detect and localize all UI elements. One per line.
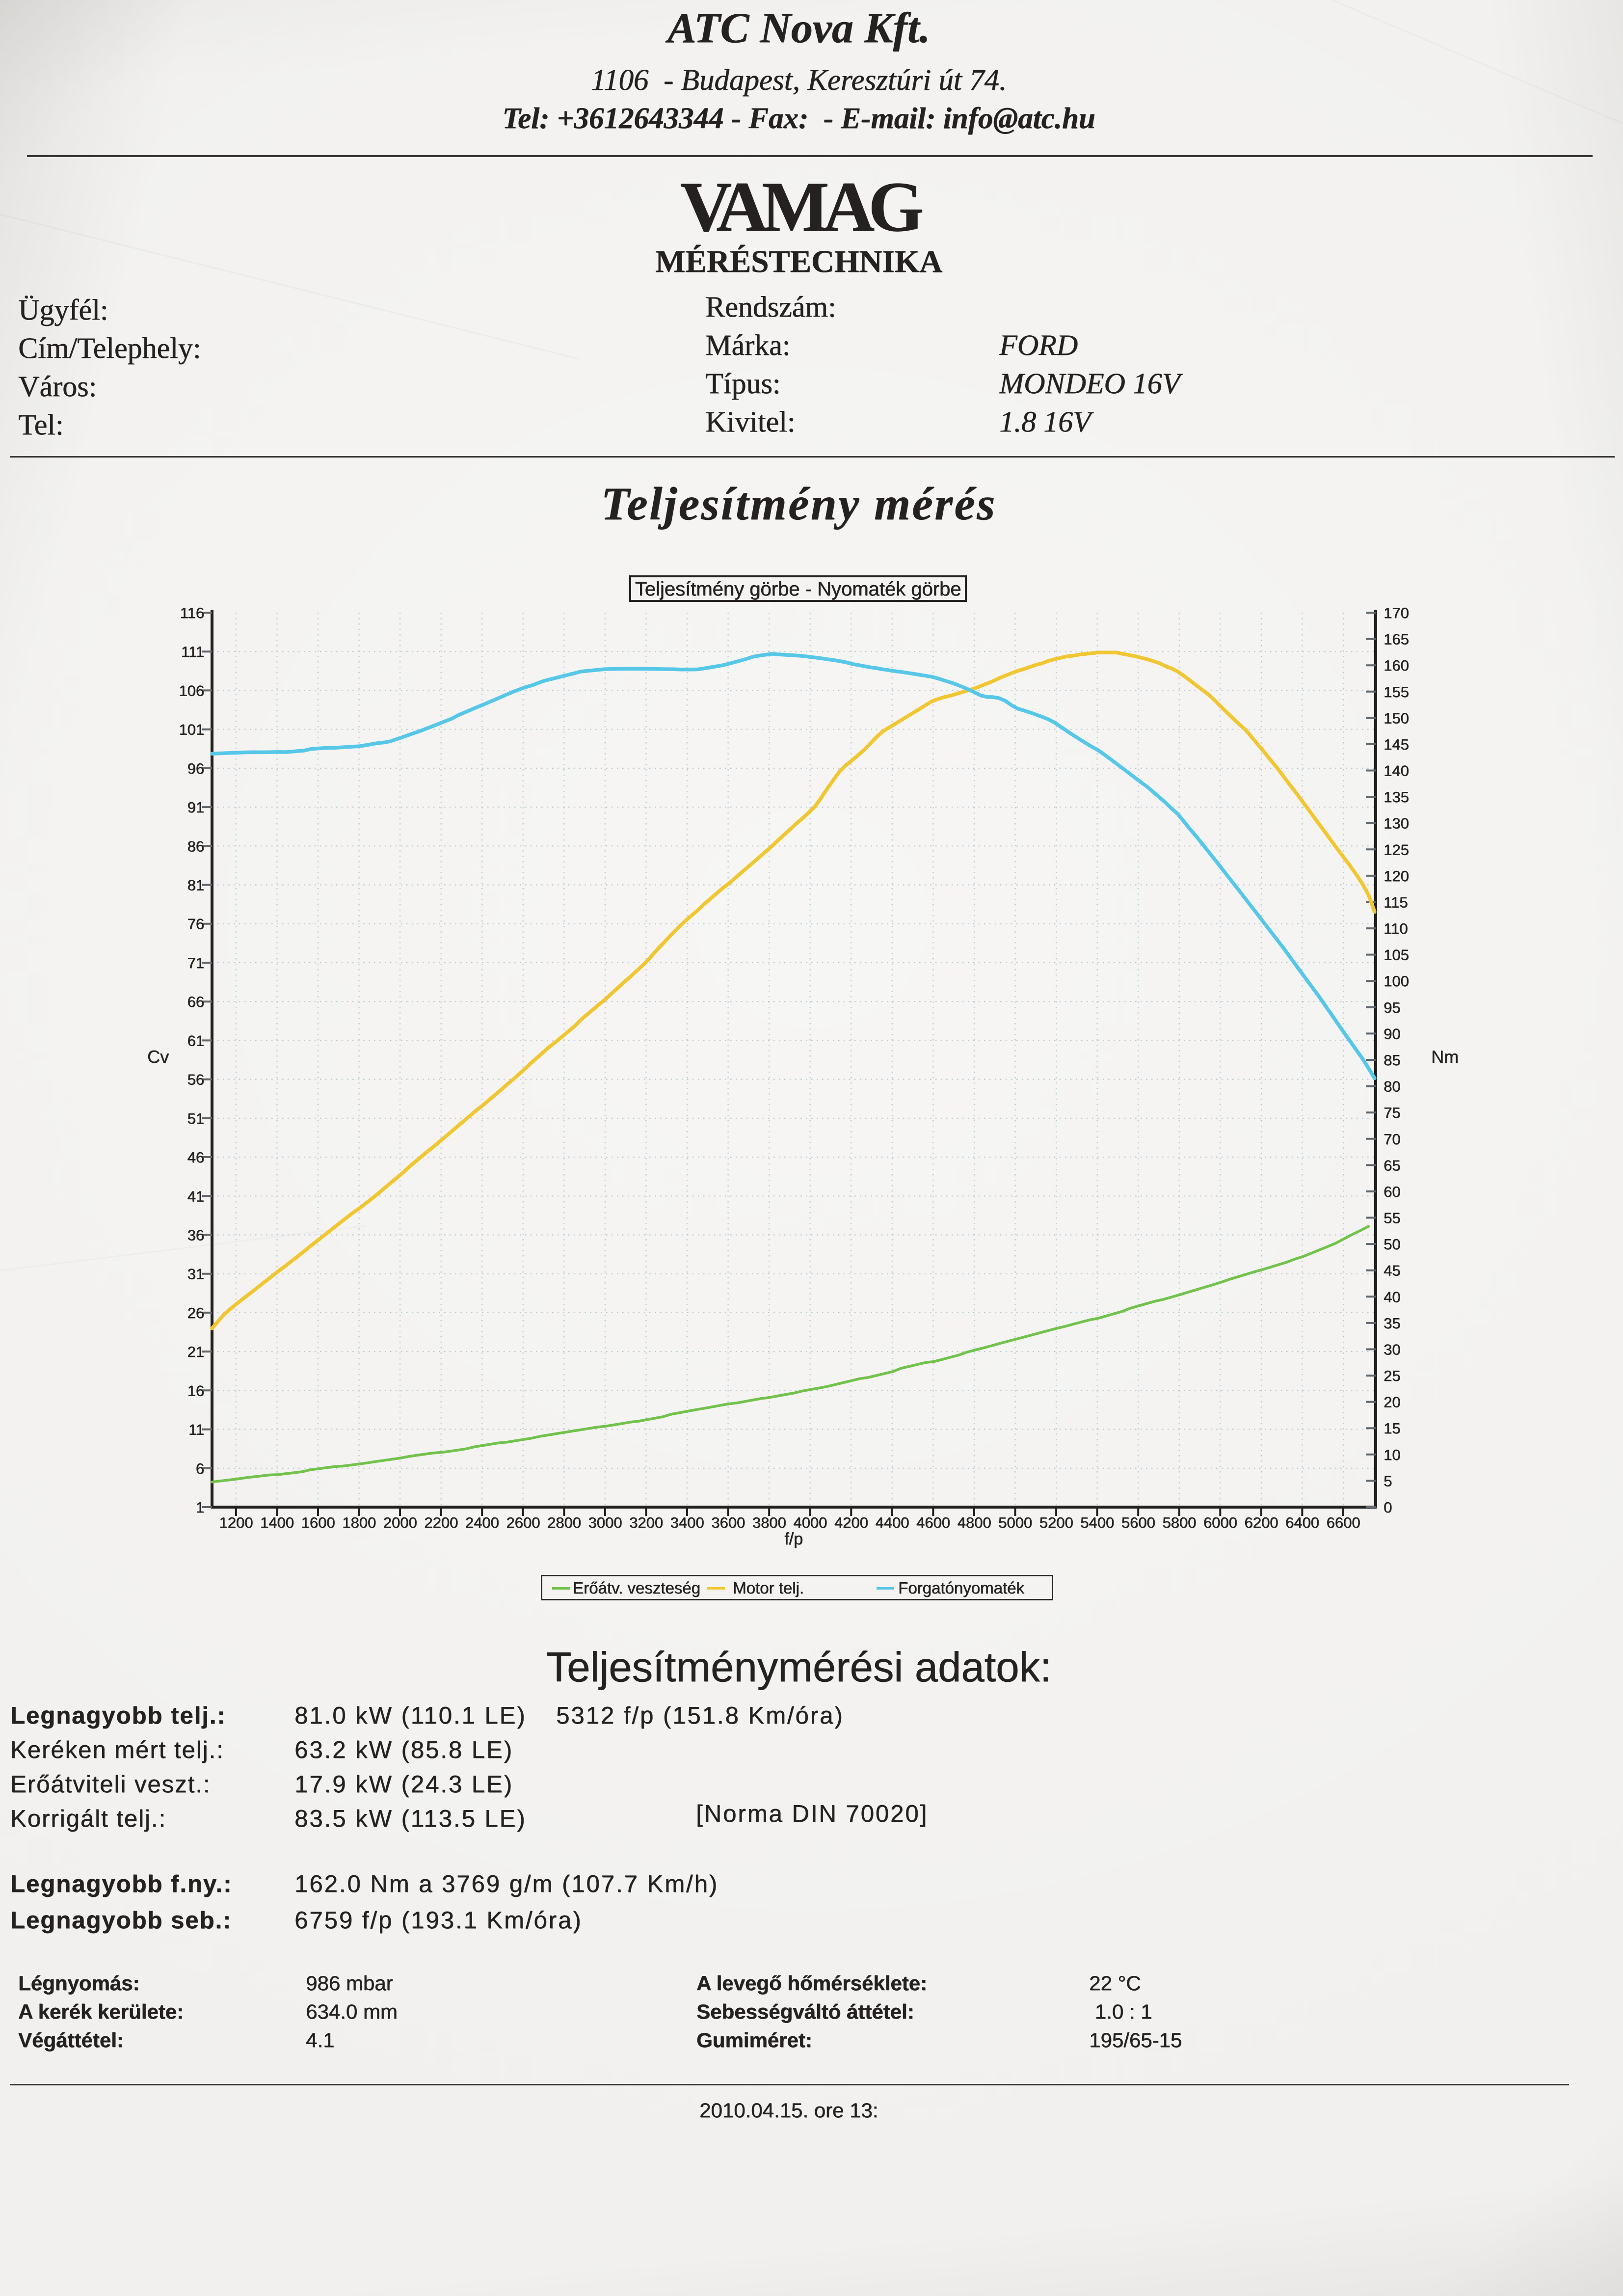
svg-text:31: 31: [187, 1266, 204, 1283]
svg-text:160: 160: [1384, 657, 1409, 674]
svg-text:55: 55: [1384, 1210, 1400, 1227]
svg-text:4600: 4600: [916, 1514, 950, 1531]
svg-text:2600: 2600: [506, 1514, 540, 1531]
svg-text:3000: 3000: [588, 1514, 622, 1531]
svg-text:80: 80: [1384, 1078, 1400, 1095]
svg-text:1800: 1800: [342, 1514, 376, 1531]
svg-text:140: 140: [1384, 762, 1409, 780]
svg-text:120: 120: [1384, 867, 1409, 885]
svg-text:6600: 6600: [1327, 1514, 1360, 1531]
svg-text:10: 10: [1384, 1446, 1400, 1463]
svg-text:4200: 4200: [834, 1514, 868, 1531]
svg-text:4400: 4400: [875, 1514, 909, 1531]
svg-text:130: 130: [1384, 815, 1409, 832]
svg-text:f/p: f/p: [784, 1530, 803, 1548]
svg-text:4800: 4800: [958, 1514, 991, 1531]
svg-text:135: 135: [1384, 788, 1409, 806]
svg-text:Cv: Cv: [147, 1047, 169, 1067]
svg-text:96: 96: [187, 760, 204, 777]
svg-text:70: 70: [1384, 1131, 1400, 1148]
svg-text:56: 56: [187, 1071, 204, 1088]
svg-text:16: 16: [187, 1382, 204, 1399]
svg-text:101: 101: [179, 721, 204, 738]
svg-text:86: 86: [187, 837, 204, 855]
svg-text:170: 170: [1384, 604, 1409, 621]
svg-text:3200: 3200: [629, 1514, 663, 1531]
svg-text:5800: 5800: [1162, 1514, 1196, 1531]
svg-text:66: 66: [187, 993, 204, 1010]
svg-text:40: 40: [1384, 1288, 1400, 1305]
svg-text:2800: 2800: [547, 1514, 581, 1531]
svg-text:30: 30: [1384, 1341, 1400, 1358]
svg-text:20: 20: [1384, 1394, 1400, 1411]
svg-text:51: 51: [187, 1110, 204, 1127]
svg-text:45: 45: [1384, 1262, 1400, 1279]
svg-text:91: 91: [187, 799, 204, 816]
svg-text:46: 46: [187, 1149, 204, 1166]
svg-text:4000: 4000: [793, 1514, 827, 1531]
svg-text:60: 60: [1384, 1183, 1400, 1200]
svg-text:90: 90: [1384, 1025, 1400, 1042]
svg-text:2200: 2200: [424, 1514, 458, 1531]
svg-text:75: 75: [1384, 1104, 1400, 1121]
svg-text:5: 5: [1384, 1472, 1392, 1489]
svg-text:125: 125: [1384, 841, 1409, 858]
svg-text:150: 150: [1384, 709, 1409, 727]
svg-text:85: 85: [1384, 1052, 1400, 1069]
svg-text:5400: 5400: [1080, 1514, 1114, 1531]
svg-text:105: 105: [1384, 946, 1409, 964]
svg-text:6000: 6000: [1203, 1514, 1237, 1531]
svg-text:65: 65: [1384, 1157, 1400, 1174]
svg-text:5600: 5600: [1121, 1514, 1155, 1531]
svg-text:115: 115: [1384, 894, 1408, 911]
svg-text:1200: 1200: [219, 1514, 253, 1531]
svg-text:1400: 1400: [260, 1514, 294, 1531]
svg-text:35: 35: [1384, 1315, 1400, 1332]
svg-text:36: 36: [187, 1227, 204, 1244]
svg-text:1: 1: [196, 1499, 204, 1516]
svg-text:11: 11: [188, 1421, 204, 1438]
svg-text:110: 110: [1384, 920, 1408, 937]
svg-text:5000: 5000: [998, 1514, 1032, 1531]
svg-text:50: 50: [1384, 1236, 1400, 1253]
svg-text:95: 95: [1384, 999, 1400, 1016]
svg-text:6: 6: [196, 1460, 204, 1477]
svg-text:3800: 3800: [752, 1514, 786, 1531]
svg-text:6200: 6200: [1244, 1514, 1278, 1531]
svg-text:76: 76: [187, 916, 204, 933]
svg-text:155: 155: [1384, 683, 1409, 701]
svg-text:165: 165: [1384, 631, 1409, 648]
svg-text:3400: 3400: [670, 1514, 704, 1531]
svg-text:3600: 3600: [711, 1514, 745, 1531]
svg-text:145: 145: [1384, 736, 1409, 753]
svg-text:Nm: Nm: [1431, 1047, 1459, 1067]
svg-text:111: 111: [181, 643, 204, 660]
svg-text:41: 41: [187, 1188, 204, 1205]
svg-text:6400: 6400: [1285, 1514, 1319, 1531]
svg-text:116: 116: [180, 604, 204, 621]
svg-text:2400: 2400: [465, 1514, 499, 1531]
svg-text:71: 71: [187, 954, 204, 972]
svg-text:21: 21: [187, 1343, 204, 1360]
svg-text:2000: 2000: [383, 1514, 417, 1531]
svg-text:26: 26: [187, 1304, 204, 1322]
svg-text:0: 0: [1384, 1499, 1392, 1516]
svg-text:100: 100: [1384, 972, 1409, 990]
svg-text:1600: 1600: [301, 1514, 335, 1531]
svg-text:81: 81: [187, 877, 204, 894]
svg-text:5200: 5200: [1039, 1514, 1073, 1531]
svg-text:15: 15: [1384, 1420, 1400, 1437]
svg-text:25: 25: [1384, 1367, 1400, 1384]
svg-text:61: 61: [187, 1032, 204, 1049]
svg-text:106: 106: [179, 682, 204, 699]
